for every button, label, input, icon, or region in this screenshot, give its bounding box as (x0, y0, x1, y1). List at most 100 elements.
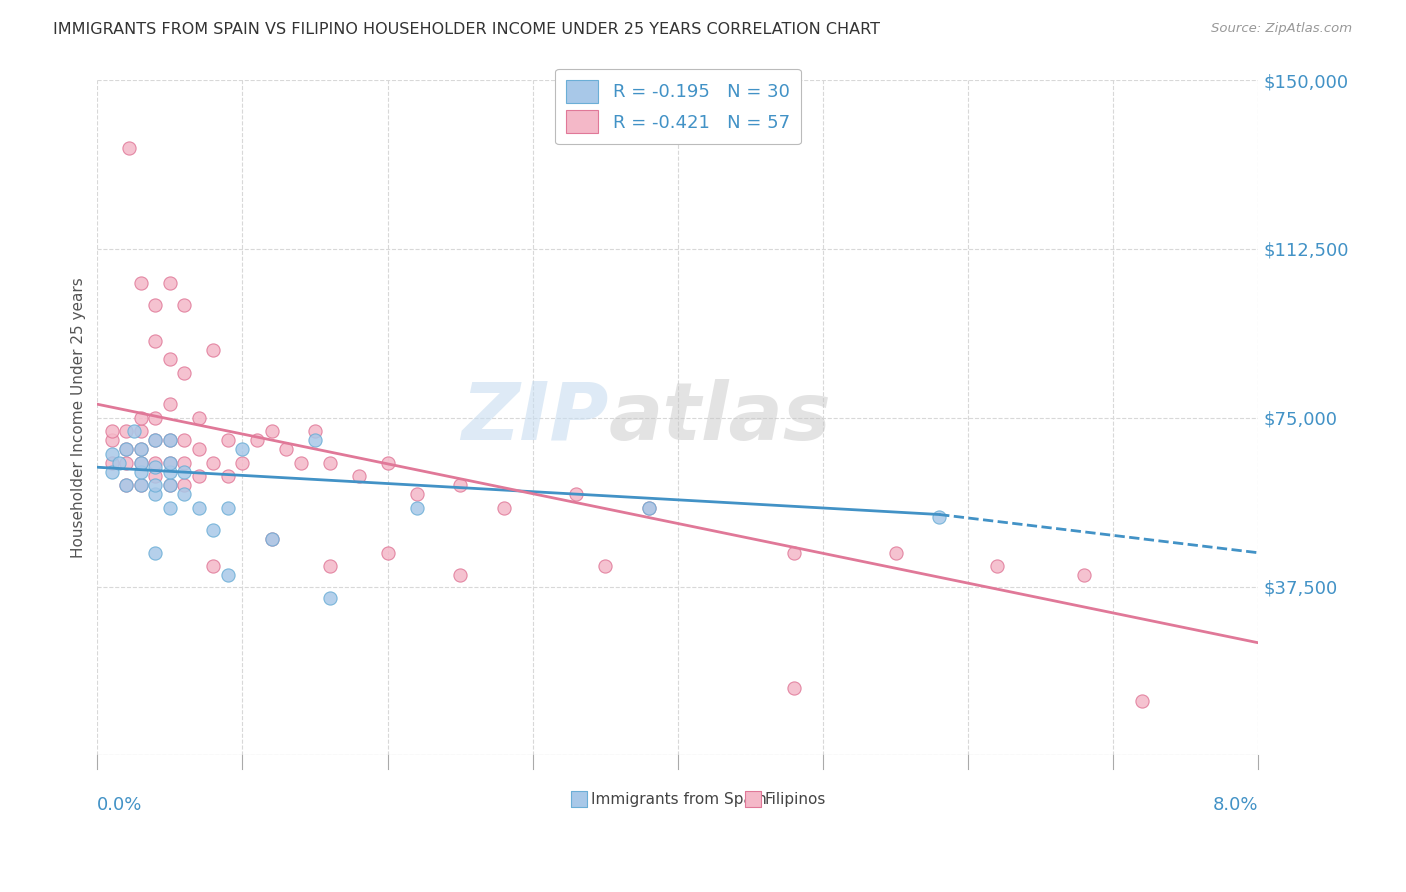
Point (405, 487, 427, 501)
Point (246, 434, 269, 448)
Point (129, 456, 152, 470)
Point (129, 410, 152, 425)
Text: atlas: atlas (609, 379, 831, 457)
Point (115, 478, 138, 492)
Point (449, 568, 471, 582)
Point (565, 487, 588, 501)
Point (145, 469, 167, 483)
Point (159, 478, 181, 492)
Point (202, 523, 225, 537)
Point (145, 487, 167, 501)
Point (638, 500, 661, 515)
Point (783, 681, 806, 695)
Point (129, 424, 152, 438)
Point (129, 478, 152, 492)
Point (145, 410, 167, 425)
Point (159, 352, 181, 367)
Point (115, 442, 138, 457)
Point (129, 456, 152, 470)
Point (108, 456, 131, 470)
Point (145, 456, 167, 470)
Point (159, 276, 181, 290)
Text: 0.0%: 0.0% (97, 796, 143, 814)
Point (145, 298, 167, 312)
Point (122, 424, 145, 438)
Point (1073, 568, 1095, 582)
Point (986, 559, 1008, 574)
Point (884, 546, 907, 560)
Point (118, 140, 141, 154)
Text: 8.0%: 8.0% (1213, 796, 1258, 814)
Point (449, 478, 471, 492)
Point (347, 469, 370, 483)
Point (115, 478, 138, 492)
Point (173, 456, 195, 470)
Point (260, 533, 283, 547)
Point (159, 397, 181, 411)
Text: Immigrants from Spain: Immigrants from Spain (591, 792, 766, 806)
Point (202, 456, 225, 470)
Point (595, 559, 617, 574)
Point (928, 509, 950, 524)
Point (173, 465, 195, 479)
Point (145, 434, 167, 448)
Point (129, 442, 152, 457)
Point (202, 559, 225, 574)
Point (159, 434, 181, 448)
Point (145, 334, 167, 349)
Point (202, 343, 225, 358)
Legend: R = -0.195   N = 30, R = -0.421   N = 57: R = -0.195 N = 30, R = -0.421 N = 57 (555, 69, 801, 145)
Point (260, 424, 283, 438)
Point (318, 559, 340, 574)
Point (145, 546, 167, 560)
Point (115, 442, 138, 457)
Point (274, 442, 297, 457)
Point (159, 434, 181, 448)
Point (260, 533, 283, 547)
Text: Filipinos: Filipinos (765, 792, 827, 806)
Text: Source: ZipAtlas.com: Source: ZipAtlas.com (1212, 22, 1353, 36)
Point (145, 434, 167, 448)
Point (115, 456, 138, 470)
Point (783, 546, 806, 560)
Point (101, 447, 124, 461)
Point (115, 424, 138, 438)
Point (187, 442, 209, 457)
Text: IMMIGRANTS FROM SPAIN VS FILIPINO HOUSEHOLDER INCOME UNDER 25 YEARS CORRELATION : IMMIGRANTS FROM SPAIN VS FILIPINO HOUSEH… (53, 22, 880, 37)
Point (187, 410, 209, 425)
Point (159, 478, 181, 492)
Point (231, 456, 253, 470)
Point (231, 442, 253, 457)
Point (638, 500, 661, 515)
Point (129, 442, 152, 457)
Point (145, 478, 167, 492)
Point (377, 546, 399, 560)
Point (173, 366, 195, 380)
Point (492, 500, 515, 515)
Point (187, 469, 209, 483)
Y-axis label: Householder Income Under 25 years: Householder Income Under 25 years (72, 277, 86, 558)
Point (129, 465, 152, 479)
Point (173, 478, 195, 492)
Point (159, 456, 181, 470)
Point (101, 465, 124, 479)
Point (159, 465, 181, 479)
Point (377, 456, 399, 470)
Point (217, 434, 239, 448)
Point (101, 434, 124, 448)
Point (173, 487, 195, 501)
Point (159, 456, 181, 470)
Point (145, 460, 167, 475)
Point (1130, 694, 1153, 708)
Text: ZIP: ZIP (461, 379, 609, 457)
Point (318, 456, 340, 470)
Point (217, 568, 239, 582)
Point (217, 469, 239, 483)
Point (101, 424, 124, 438)
Point (129, 478, 152, 492)
Point (173, 298, 195, 312)
Point (405, 500, 427, 515)
Point (187, 500, 209, 515)
Point (304, 434, 326, 448)
Point (101, 456, 124, 470)
